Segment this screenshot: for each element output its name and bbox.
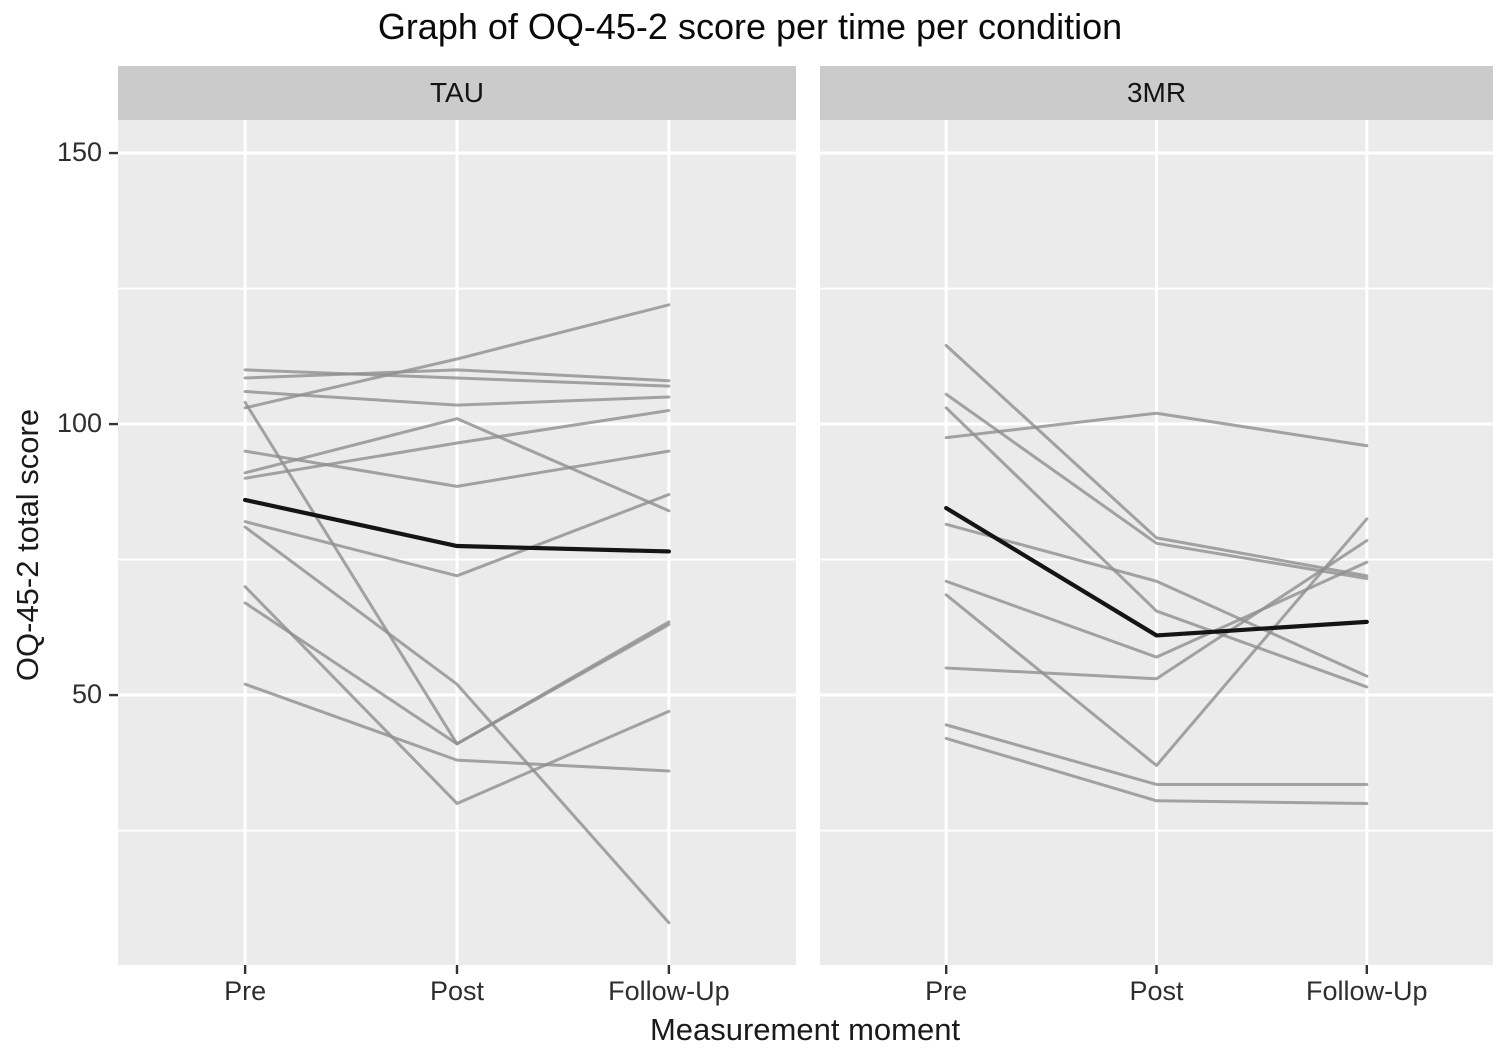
participant-line xyxy=(243,449,671,488)
mean-line-tau xyxy=(243,497,671,554)
participant-line xyxy=(243,585,671,805)
participant-line xyxy=(944,517,1369,768)
y-tick-label-100: 100 xyxy=(56,408,102,439)
participant-line xyxy=(243,368,671,388)
facet-strip-label: 3MR xyxy=(1126,77,1187,108)
participant-line xyxy=(944,411,1369,448)
participant-line xyxy=(243,390,671,407)
participant-line xyxy=(243,368,671,383)
participant-line xyxy=(243,601,671,746)
participant-line xyxy=(944,392,1369,581)
participant-line xyxy=(243,525,671,925)
y-axis-title: OQ-45-2 total score xyxy=(10,408,45,682)
participant-line xyxy=(243,682,671,773)
x-tick-label-follow-up-tau: Follow-Up xyxy=(608,976,730,1006)
chart-title: Graph of OQ-45-2 score per time per cond… xyxy=(377,6,1123,47)
mean-line-3mr xyxy=(944,505,1369,638)
x-tick-label-post-3mr: Post xyxy=(1129,976,1184,1006)
participant-line xyxy=(243,303,671,410)
participant-line xyxy=(944,560,1369,659)
facet-strip-3mr: 3MR xyxy=(820,66,1493,120)
x-axis-title: Measurement moment xyxy=(649,1012,961,1047)
x-tick-label-post-tau: Post xyxy=(429,976,485,1006)
participant-line xyxy=(944,406,1369,689)
y-tick-label-150: 150 xyxy=(56,137,102,168)
participant-line xyxy=(944,723,1369,786)
y-tick-label-50: 50 xyxy=(71,679,102,710)
x-tick-label-pre-3mr: Pre xyxy=(925,976,968,1006)
facet-strip-tau: TAU xyxy=(118,66,796,120)
participant-line xyxy=(243,493,671,578)
x-tick-label-pre-tau: Pre xyxy=(224,976,267,1006)
participant-line xyxy=(944,522,1369,678)
x-tick-label-follow-up-3mr: Follow-Up xyxy=(1306,976,1428,1006)
participant-line xyxy=(944,736,1369,805)
participant-line xyxy=(944,343,1369,578)
participant-line xyxy=(944,539,1369,681)
participant-line xyxy=(243,409,671,480)
participant-line xyxy=(243,417,671,513)
facet-strip-label: TAU xyxy=(430,77,484,108)
